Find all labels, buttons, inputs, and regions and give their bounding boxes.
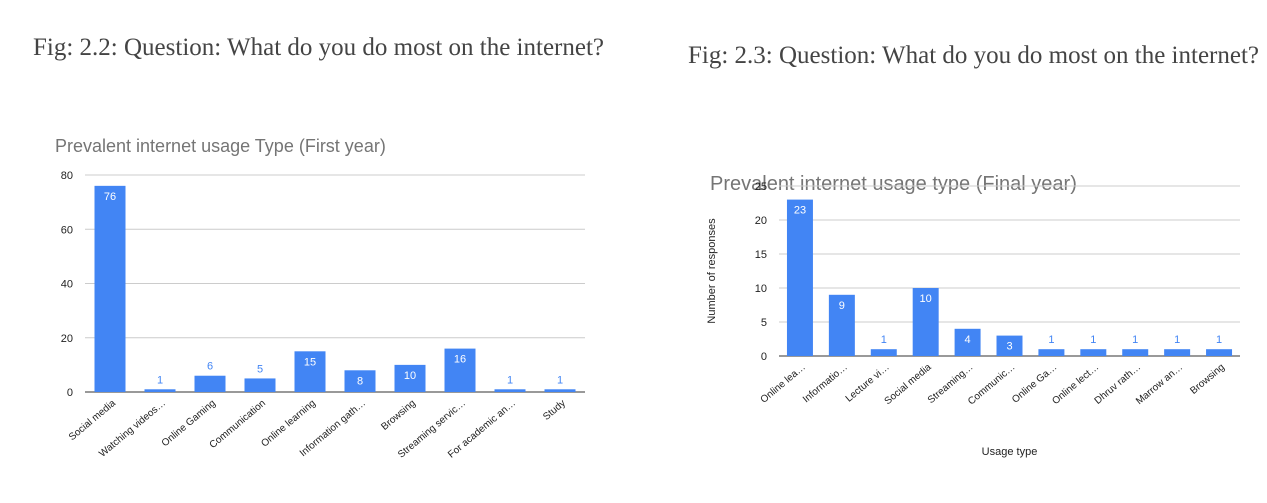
data-label: 1 bbox=[557, 374, 563, 386]
data-label: 6 bbox=[207, 361, 213, 373]
data-label: 16 bbox=[454, 354, 466, 366]
x-axis-label: Usage type bbox=[982, 446, 1038, 458]
y-tick-label: 20 bbox=[61, 333, 73, 345]
data-label: 15 bbox=[304, 356, 316, 368]
chart-title: Prevalent internet usage type (Final yea… bbox=[710, 173, 1077, 195]
bar bbox=[94, 185, 126, 392]
category-label: Informatio… bbox=[801, 362, 850, 405]
y-tick-label: 20 bbox=[755, 215, 767, 227]
y-tick-label: 15 bbox=[755, 249, 767, 261]
data-label: 10 bbox=[404, 370, 416, 382]
bar bbox=[494, 389, 526, 392]
category-label: Social media bbox=[883, 362, 934, 408]
data-label: 1 bbox=[1174, 334, 1180, 346]
data-label: 4 bbox=[965, 334, 971, 346]
bar bbox=[996, 335, 1023, 356]
y-axis-label: Number of responses bbox=[706, 218, 718, 324]
bar bbox=[394, 364, 426, 392]
data-label: 1 bbox=[157, 374, 163, 386]
y-tick-label: 80 bbox=[61, 170, 73, 182]
bar bbox=[1038, 349, 1065, 356]
figure-2-2-caption: Fig: 2.2: Question: What do you do most … bbox=[33, 34, 605, 61]
bar bbox=[444, 348, 476, 392]
chart-title: Prevalent internet usage Type (First yea… bbox=[55, 136, 386, 156]
y-tick-label: 60 bbox=[61, 224, 73, 236]
bar bbox=[1080, 349, 1107, 356]
bar bbox=[144, 389, 176, 392]
bar bbox=[870, 349, 897, 356]
bar bbox=[294, 351, 326, 392]
data-label: 10 bbox=[920, 293, 932, 305]
bar bbox=[1164, 349, 1191, 356]
y-tick-label: 5 bbox=[761, 317, 767, 329]
bar bbox=[954, 328, 981, 356]
data-label: 76 bbox=[104, 191, 116, 203]
bar bbox=[912, 288, 939, 356]
data-label: 3 bbox=[1006, 341, 1012, 353]
bar bbox=[828, 294, 855, 356]
bar bbox=[1122, 349, 1149, 356]
bar bbox=[544, 389, 576, 392]
data-label: 1 bbox=[1090, 334, 1096, 346]
y-tick-label: 25 bbox=[755, 181, 767, 193]
bar bbox=[344, 370, 376, 392]
data-label: 23 bbox=[794, 205, 806, 217]
y-tick-label: 10 bbox=[755, 283, 767, 295]
data-label: 5 bbox=[257, 363, 263, 375]
data-label: 1 bbox=[881, 334, 887, 346]
category-label: Online lea… bbox=[759, 362, 808, 406]
y-tick-label: 0 bbox=[67, 387, 73, 399]
bar bbox=[194, 375, 226, 392]
data-label: 1 bbox=[1216, 334, 1222, 346]
data-label: 1 bbox=[1048, 334, 1054, 346]
data-label: 9 bbox=[839, 300, 845, 312]
figure-2-3-caption: Fig: 2.3: Question: What do you do most … bbox=[688, 42, 1260, 69]
category-label: Browsing bbox=[1188, 362, 1227, 397]
y-tick-label: 40 bbox=[61, 279, 73, 291]
data-label: 1 bbox=[1132, 334, 1138, 346]
bar bbox=[1206, 349, 1233, 356]
bar bbox=[244, 378, 276, 392]
first-year-usage-chart: Prevalent internet usage Type (First yea… bbox=[55, 136, 585, 461]
y-tick-label: 0 bbox=[761, 351, 767, 363]
data-label: 1 bbox=[507, 374, 513, 386]
bar bbox=[786, 199, 813, 356]
data-label: 8 bbox=[357, 375, 363, 387]
